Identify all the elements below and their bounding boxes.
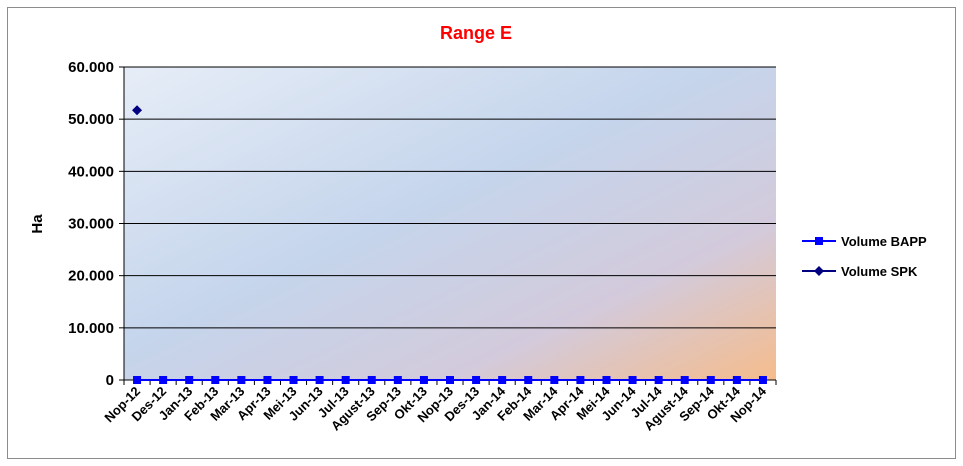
data-point xyxy=(237,376,246,384)
legend-label: Volume SPK xyxy=(841,264,918,279)
data-point xyxy=(524,376,533,384)
y-tick-label: 50.000 xyxy=(68,111,114,128)
legend-marker xyxy=(814,266,824,276)
data-point xyxy=(315,376,324,384)
y-tick-label: 20.000 xyxy=(68,268,114,285)
data-point xyxy=(211,376,220,384)
data-point xyxy=(289,376,298,384)
series-1 xyxy=(133,376,767,384)
data-point xyxy=(446,376,454,384)
data-point xyxy=(758,376,767,384)
y-tick-label: 60.000 xyxy=(68,59,114,76)
chart-title: Range E xyxy=(440,23,512,43)
gridlines xyxy=(124,66,776,329)
y-tick-label: 40.000 xyxy=(68,163,114,180)
data-point xyxy=(132,105,143,116)
data-point xyxy=(654,376,663,384)
chart-svg: Range E 0 10.000 20.000 30.000 40.000 50.000 6… xyxy=(29,23,927,433)
data-point xyxy=(576,376,585,384)
data-point xyxy=(628,376,637,384)
data-point xyxy=(185,376,194,384)
data-point xyxy=(550,376,559,384)
series-layer xyxy=(132,105,767,384)
data-point xyxy=(732,376,741,384)
y-axis-label: Ha xyxy=(29,214,46,234)
y-tick-label: 10.000 xyxy=(68,320,114,337)
legend-marker xyxy=(815,237,823,245)
data-point xyxy=(706,376,715,384)
legend-item: Volume BAPP xyxy=(802,234,927,249)
data-point xyxy=(498,376,507,384)
legend-item: Volume SPK xyxy=(802,264,918,279)
data-point xyxy=(133,376,142,384)
data-point xyxy=(341,376,350,384)
x-axis-ticks: Nop-12Des-12Jan-13Feb-13Mar-13Apr-13Mei-… xyxy=(101,380,777,433)
data-point xyxy=(419,376,428,384)
y-axis-ticks: 0 10.000 20.000 30.000 40.000 50.000 60.000 xyxy=(68,59,124,389)
data-point xyxy=(263,376,272,384)
y-tick-label: 30.000 xyxy=(68,216,114,233)
legend-label: Volume BAPP xyxy=(841,234,927,249)
legend: Volume BAPP Volume SPK xyxy=(802,234,927,279)
series-2 xyxy=(132,105,143,116)
data-point xyxy=(367,376,376,384)
data-point xyxy=(472,376,481,384)
y-tick-label: 0 xyxy=(106,372,114,389)
data-point xyxy=(393,376,402,384)
chart-frame: Range E 0 10.000 20.000 30.000 40.000 50.000 6… xyxy=(7,7,956,459)
data-point xyxy=(680,376,689,384)
data-point xyxy=(159,376,168,384)
data-point xyxy=(602,376,611,384)
